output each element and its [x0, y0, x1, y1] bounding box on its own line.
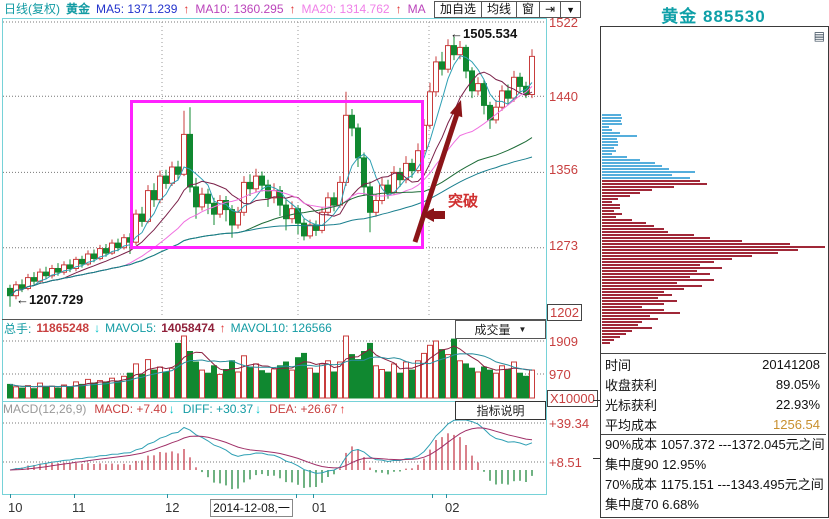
toolbar-buttons: 加自选 均线 窗 ⇥ ▼	[434, 1, 582, 18]
stat-label: 时间	[605, 357, 632, 373]
ma10-value: MA10: 1360.295	[195, 1, 284, 16]
mavol5-value: 14058474	[161, 321, 215, 335]
ma5-up-arrow-icon: ↑	[183, 1, 190, 16]
left-arrow-icon: ←	[450, 26, 463, 41]
month-label: 11	[72, 500, 86, 515]
price-axis-label: 1273	[549, 238, 578, 253]
stat-value: 1256.54	[773, 416, 820, 432]
macd-chart[interactable]	[2, 418, 545, 493]
stat-value: 89.05%	[775, 376, 820, 392]
add-watchlist-button[interactable]: 加自选	[434, 1, 483, 18]
stat-value: 20141208	[762, 356, 820, 372]
x-axis-tick	[446, 494, 447, 498]
price-axis-label: 1356	[549, 162, 578, 177]
cost-line: 集中度70 6.68%	[605, 497, 699, 512]
mavol5-label: MAVOL5:	[105, 321, 157, 335]
volume-unit-label: X10000	[547, 390, 598, 407]
volume-value: 11865248	[36, 321, 90, 335]
dropdown-caret-icon[interactable]: ▼	[560, 1, 582, 18]
month-label: 12	[165, 500, 180, 515]
chip-distribution-panel: ▤ 时间 20141208 收盘获利 89.05% 光标获利 22.93% 平均…	[600, 26, 829, 518]
price-axis-label-boxed: 1202	[547, 304, 582, 321]
low-price-annotation: ←1207.729	[16, 292, 84, 307]
cost-range-table: 90%成本 1057.372 ---1372.045元之间 集中度90 12.9…	[601, 434, 826, 515]
volume-axis-label: 1909	[549, 334, 578, 349]
left-arrow-icon: ←	[16, 292, 29, 307]
volume-axis-label: 970	[549, 367, 571, 382]
indicator-selector[interactable]: 成交量 ▼	[455, 320, 546, 339]
high-price-annotation: ←1505.534	[450, 26, 518, 41]
stat-label: 光标获利	[605, 397, 658, 413]
macd-header: MACD(12,26,9) MACD: +7.40 ↓ DIFF: +30.37 ↓…	[0, 401, 455, 417]
period-label[interactable]: 日线(复权)	[4, 2, 60, 16]
ma-settings-button[interactable]: 均线	[481, 1, 518, 18]
window-button[interactable]: 窗	[516, 1, 541, 18]
stat-row: 平均成本 1256.54	[601, 414, 826, 434]
macd-params: MACD(12,26,9)	[3, 402, 87, 416]
month-label: 02	[445, 500, 460, 515]
cursor-date-label: 2014-12-08,一	[210, 499, 293, 517]
cost-line: 70%成本 1175.151 ---1343.495元之间	[605, 477, 824, 492]
candlestick-chart[interactable]	[2, 18, 545, 319]
dea-up-arrow-icon: ↑	[339, 402, 346, 416]
x-axis-tick	[432, 494, 433, 498]
month-label: 10	[8, 500, 23, 515]
ma5-value: MA5: 1371.239	[96, 1, 178, 16]
selector-caret-icon: ▼	[518, 325, 527, 334]
right-panel-title: 黄金 885530	[661, 7, 766, 26]
volume-label: 总手:	[4, 321, 32, 336]
x-axis-tick	[10, 494, 11, 498]
dea-value: DEA: +26.67	[269, 402, 338, 416]
cost-stats-table: 时间 20141208 收盘获利 89.05% 光标获利 22.93% 平均成本…	[601, 353, 826, 434]
volume-header: 总手: 11865248 ↓ MAVOL5: 14058474 ↑ MAVOL1…	[0, 320, 456, 336]
mavol10-value: MAVOL10: 126566	[230, 321, 332, 335]
cost-marker-tick	[593, 458, 600, 459]
cost-line: 90%成本 1057.372 ---1372.045元之间	[605, 437, 825, 452]
stat-label: 收盘获利	[605, 377, 658, 393]
macd-value: MACD: +7.40	[94, 402, 167, 416]
symbol-label: 黄金	[66, 2, 91, 16]
selector-value: 成交量	[474, 323, 511, 337]
breakout-label: 突破	[448, 193, 479, 210]
volume-chart[interactable]	[2, 319, 545, 400]
x-axis-tick	[74, 494, 75, 498]
panel-divider	[2, 319, 546, 320]
x-axis-tick	[167, 494, 168, 498]
stat-label: 平均成本	[605, 417, 658, 433]
stat-row: 收盘获利 89.05%	[601, 374, 826, 394]
stat-value: 22.93%	[775, 396, 820, 412]
ma20-value: MA20: 1314.762	[301, 1, 390, 16]
stat-row: 光标获利 22.93%	[601, 394, 826, 414]
mavol5-up-arrow-icon: ↑	[219, 321, 226, 335]
cost-line: 集中度90 12.95%	[605, 457, 707, 472]
indicator-help-button[interactable]: 指标说明	[455, 401, 546, 420]
ma20-up-arrow-icon: ↑	[395, 1, 402, 16]
macd-down-arrow-icon: ↓	[168, 402, 175, 416]
volume-down-arrow-icon: ↓	[94, 321, 101, 335]
stat-row: 时间 20141208	[601, 354, 826, 374]
panel-divider	[2, 401, 546, 402]
panel-menu-icon[interactable]: ▤	[813, 29, 825, 43]
price-axis-label: 1440	[549, 89, 578, 104]
month-label: 01	[312, 500, 327, 515]
ma10-up-arrow-icon: ↑	[289, 1, 296, 16]
ma-more-truncated: MA	[407, 1, 426, 16]
diff-down-arrow-icon: ↓	[255, 402, 262, 416]
macd-axis-label: +39.34	[549, 416, 590, 431]
diff-value: DIFF: +30.37	[182, 402, 254, 416]
x-axis-tick	[313, 494, 314, 498]
chart-header: 日线(复权) 黄金 MA5: 1371.239 ↑ MA10: 1360.295 ↑…	[0, 0, 437, 17]
cost-marker-tick	[593, 400, 600, 401]
x-axis-tick	[296, 494, 297, 498]
price-axis-label: 1522	[549, 15, 578, 30]
macd-axis-label: +8.51	[549, 455, 582, 470]
chip-distribution-chart[interactable]	[601, 27, 826, 349]
